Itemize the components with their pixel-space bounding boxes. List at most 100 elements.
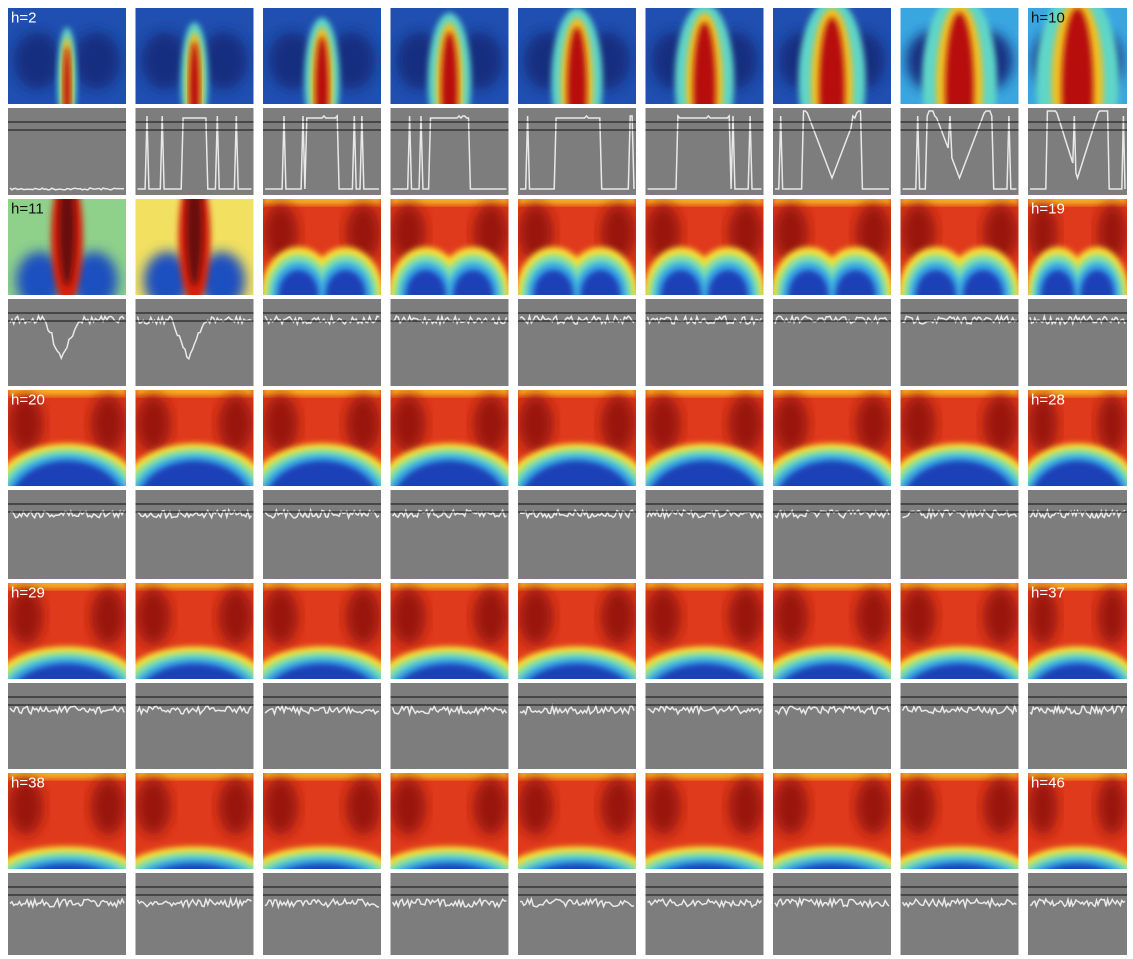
heatmap-top	[391, 386, 509, 396]
line-panel	[646, 299, 764, 386]
line-panel	[773, 683, 891, 769]
line-panel	[391, 683, 509, 769]
heatmap-top	[391, 195, 509, 205]
heatmap-top	[901, 769, 1019, 779]
heatmap-dark	[391, 588, 426, 646]
heatmap-top	[518, 769, 636, 779]
heatmap-top	[773, 195, 891, 205]
line-panel	[646, 683, 764, 769]
line-panel	[8, 873, 126, 955]
heatmap-dark	[263, 588, 298, 646]
line-panel	[646, 873, 764, 955]
line-panel	[518, 299, 636, 386]
heatmap-top	[136, 579, 254, 589]
heatmap-dark	[391, 395, 426, 453]
heatmap-top	[901, 195, 1019, 205]
panel-label: h=46	[1031, 774, 1065, 791]
heatmap-dark	[391, 778, 426, 836]
heatmap-top	[901, 579, 1019, 589]
heatmap-dark	[346, 588, 381, 646]
line-panel	[646, 490, 764, 579]
panel-label: h=10	[1031, 9, 1065, 26]
heatmap-dark	[263, 395, 298, 453]
line-panel	[773, 299, 891, 386]
line-panel	[518, 873, 636, 955]
heatmap-dark	[856, 395, 891, 453]
heatmap-top	[391, 579, 509, 589]
heatmap-blob	[73, 32, 120, 90]
line-panel	[8, 108, 126, 195]
heatmap-dark	[136, 395, 171, 453]
line-panel	[391, 873, 509, 955]
panel-label: h=19	[1031, 200, 1065, 217]
heatmap-dark	[91, 395, 126, 453]
line-panel	[901, 490, 1019, 579]
heatmap-dark	[856, 588, 891, 646]
heatmap-dark	[601, 395, 636, 453]
line-panel	[8, 683, 126, 769]
heatmap-top	[646, 769, 764, 779]
heatmap-dark	[518, 588, 553, 646]
heatmap-dark	[218, 395, 253, 453]
heatmap-dark	[473, 395, 508, 453]
heatmap-dark	[646, 395, 681, 453]
line-panel	[136, 683, 254, 769]
figure: h=2h=10h=11h=19h=20h=28h=29h=37h=38h=46	[0, 0, 1133, 959]
heatmap-dark	[346, 778, 381, 836]
heatmap-dark	[901, 588, 936, 646]
heatmap-dark	[901, 395, 936, 453]
heatmap-dark	[263, 778, 298, 836]
heatmap-dark	[646, 588, 681, 646]
heatmap-dark	[518, 778, 553, 836]
heatmap-top	[136, 769, 254, 779]
line-panel	[518, 490, 636, 579]
line-panel	[1028, 490, 1127, 579]
heatmap-dark	[218, 588, 253, 646]
heatmap-top	[263, 769, 381, 779]
heatmap-dark	[91, 778, 126, 836]
line-panel	[646, 108, 764, 195]
line-panel	[901, 683, 1019, 769]
heatmap-top	[773, 769, 891, 779]
heatmap-dark	[728, 395, 763, 453]
line-panel	[1028, 873, 1127, 955]
heatmap-dark	[1097, 588, 1127, 646]
line-panel	[773, 108, 891, 195]
line-panel	[1028, 108, 1127, 195]
heatmap-dark	[473, 778, 508, 836]
heatmap-top	[263, 386, 381, 396]
heatmap-top	[136, 386, 254, 396]
line-panel	[1028, 299, 1127, 386]
line-panel	[518, 683, 636, 769]
line-panel	[263, 490, 381, 579]
heatmap-top	[901, 386, 1019, 396]
heatmap-top	[518, 195, 636, 205]
heatmap-top	[263, 579, 381, 589]
panel-label: h=37	[1031, 584, 1065, 601]
heatmap-dark	[646, 778, 681, 836]
heatmap-dark	[983, 395, 1018, 453]
heatmap-dark	[773, 778, 808, 836]
heatmap-dark	[473, 588, 508, 646]
line-panel	[391, 490, 509, 579]
heatmap-dark	[983, 778, 1018, 836]
line-panel	[1028, 683, 1127, 769]
heatmap-top	[646, 386, 764, 396]
line-panel	[901, 299, 1019, 386]
line-panel	[263, 873, 381, 955]
line-panel	[391, 299, 509, 386]
heatmap-dark	[901, 778, 936, 836]
panel-label: h=2	[11, 9, 36, 26]
line-panel	[773, 873, 891, 955]
line-panel	[8, 299, 126, 386]
line-panel	[8, 490, 126, 579]
heatmap-dark	[728, 778, 763, 836]
heatmap-dark	[983, 588, 1018, 646]
line-panel	[773, 490, 891, 579]
heatmap-dark	[518, 395, 553, 453]
line-panel	[901, 873, 1019, 955]
panel-label: h=20	[11, 391, 45, 408]
heatmap-dark	[218, 778, 253, 836]
heatmap-top	[518, 386, 636, 396]
heatmap-dark	[1097, 395, 1127, 453]
